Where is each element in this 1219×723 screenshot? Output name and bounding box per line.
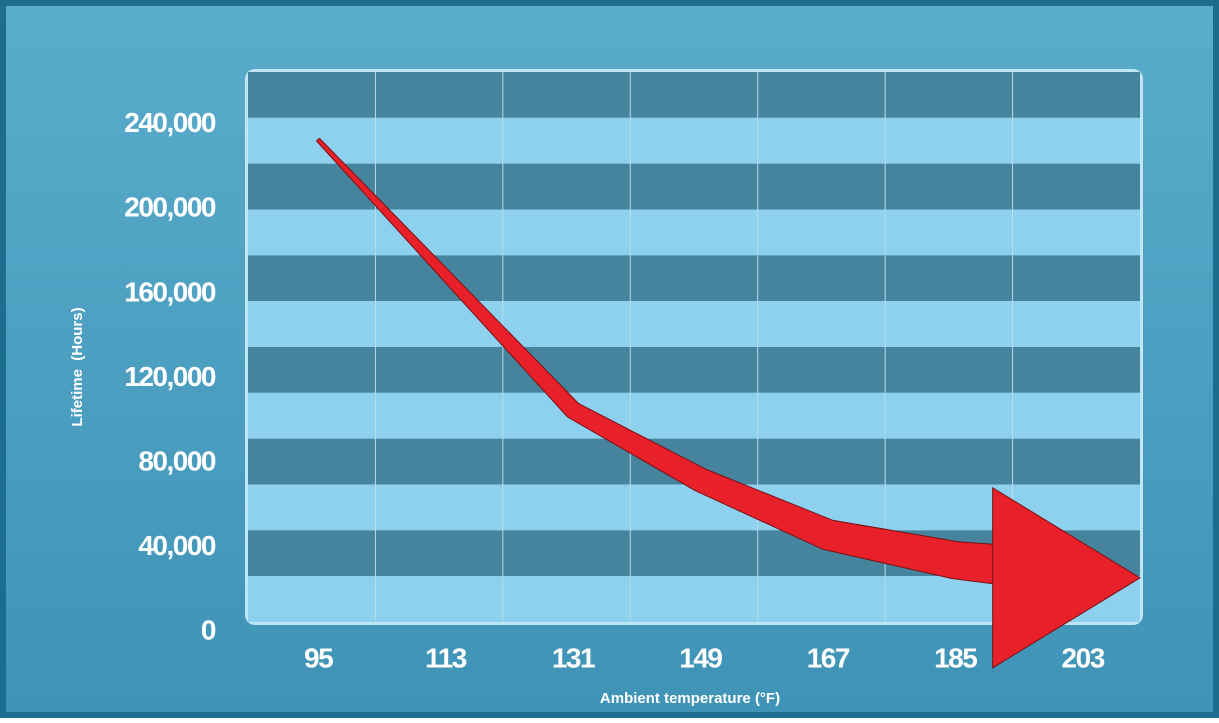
stripe	[248, 163, 1140, 210]
x-tick-label: 113	[425, 642, 467, 673]
stripe	[248, 72, 1140, 118]
y-tick-label: 200,000	[124, 192, 216, 223]
y-tick-label: 120,000	[124, 361, 216, 392]
stripe	[248, 392, 1140, 439]
x-tick-label: 185	[934, 642, 977, 673]
y-axis-title: Lifetime (Hours)	[69, 307, 86, 426]
y-tick-label: 0	[201, 614, 216, 645]
stripe	[248, 347, 1140, 393]
y-tick-label: 160,000	[124, 276, 216, 307]
stripe	[248, 301, 1140, 347]
stripe	[248, 117, 1140, 164]
x-tick-label: 95	[304, 642, 333, 673]
y-tick-label: 240,000	[124, 107, 216, 138]
stripe	[248, 209, 1140, 256]
stripe	[248, 255, 1140, 302]
x-axis-title: Ambient temperature (°F)	[600, 690, 780, 707]
arrow-head	[992, 486, 1141, 669]
stripe	[248, 484, 1140, 531]
x-tick-label: 149	[679, 642, 722, 673]
x-tick-label: 167	[807, 642, 850, 673]
x-tick-label: 131	[552, 642, 595, 673]
x-tick-label: 203	[1062, 642, 1105, 673]
plot-area	[245, 69, 1143, 625]
y-tick-label: 40,000	[138, 530, 216, 561]
y-tick-label: 80,000	[138, 445, 216, 476]
